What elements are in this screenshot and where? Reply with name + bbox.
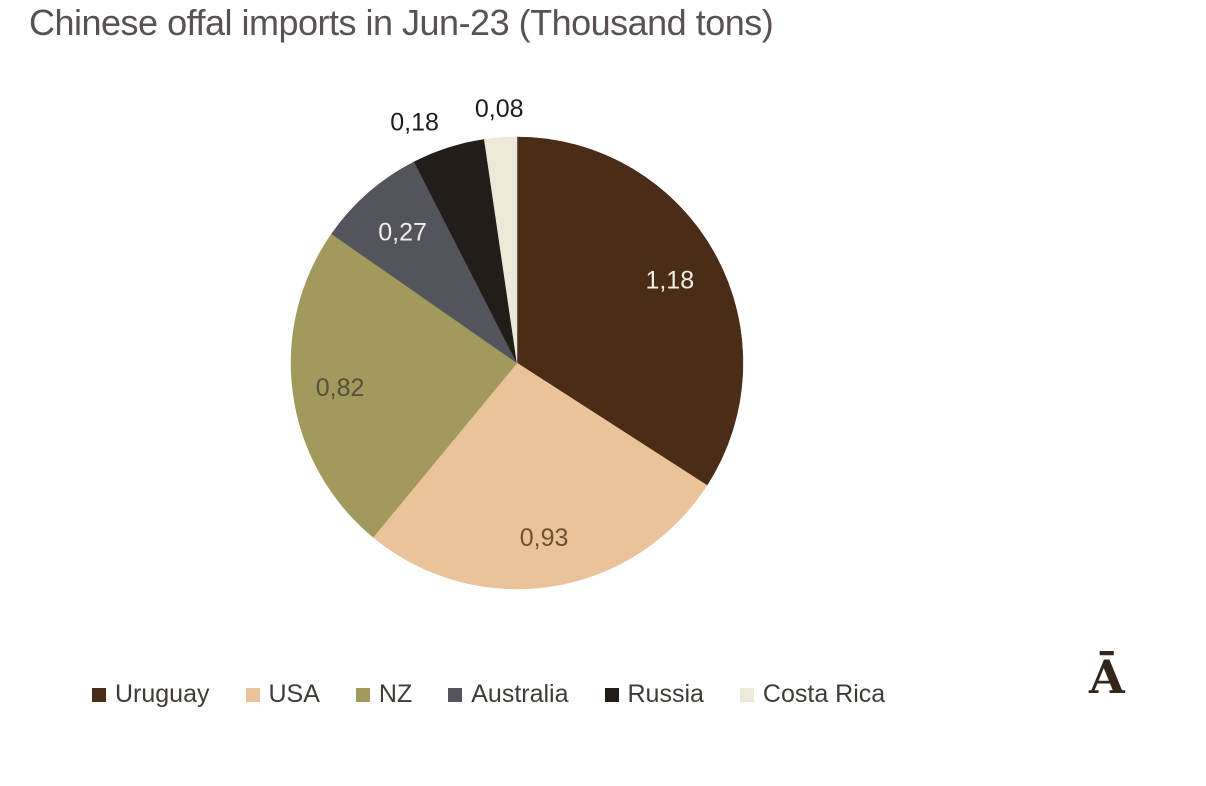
data-label-uruguay: 1,18 xyxy=(645,266,694,294)
legend-item-nz: NZ xyxy=(355,680,413,709)
legend-label: Russia xyxy=(627,680,704,708)
legend-item-australia: Australia xyxy=(448,680,569,709)
pie-slice-costa-rica xyxy=(483,136,518,364)
legend-label: NZ xyxy=(378,680,413,708)
legend-swatch-costa-rica xyxy=(739,687,754,702)
legend-swatch-russia xyxy=(604,687,619,702)
chart-legend: Uruguay USA NZ Australia Russia Costa Rica xyxy=(92,680,885,709)
data-label-usa: 0,93 xyxy=(520,524,569,552)
pie-slice-usa xyxy=(372,362,708,590)
data-label-russia: 0,18 xyxy=(390,108,439,136)
data-label-australia: 0,27 xyxy=(378,219,427,247)
legend-label: Australia xyxy=(471,680,569,708)
legend-swatch-australia xyxy=(448,687,463,702)
chart-title: Chinese offal imports in Jun-23 (Thousan… xyxy=(29,2,774,43)
legend-swatch-uruguay xyxy=(92,687,106,702)
pie-slice-nz xyxy=(290,233,518,538)
data-label-costa-rica: 0,08 xyxy=(475,95,524,123)
legend-label: Costa Rica xyxy=(762,680,886,708)
pie-slice-australia xyxy=(331,161,518,364)
legend-item-costa-rica: Costa Rica xyxy=(739,680,886,709)
legend-item-usa: USA xyxy=(245,680,320,709)
legend-item-uruguay: Uruguay xyxy=(92,680,210,709)
legend-item-russia: Russia xyxy=(604,680,704,709)
legend-label: Uruguay xyxy=(115,680,210,708)
pie-slice-uruguay xyxy=(516,136,744,486)
data-label-nz: 0,82 xyxy=(316,374,365,402)
watermark-letter: Ā xyxy=(1089,650,1125,704)
legend-swatch-nz xyxy=(355,687,370,702)
legend-swatch-usa xyxy=(245,687,260,702)
legend-label: USA xyxy=(268,680,320,708)
